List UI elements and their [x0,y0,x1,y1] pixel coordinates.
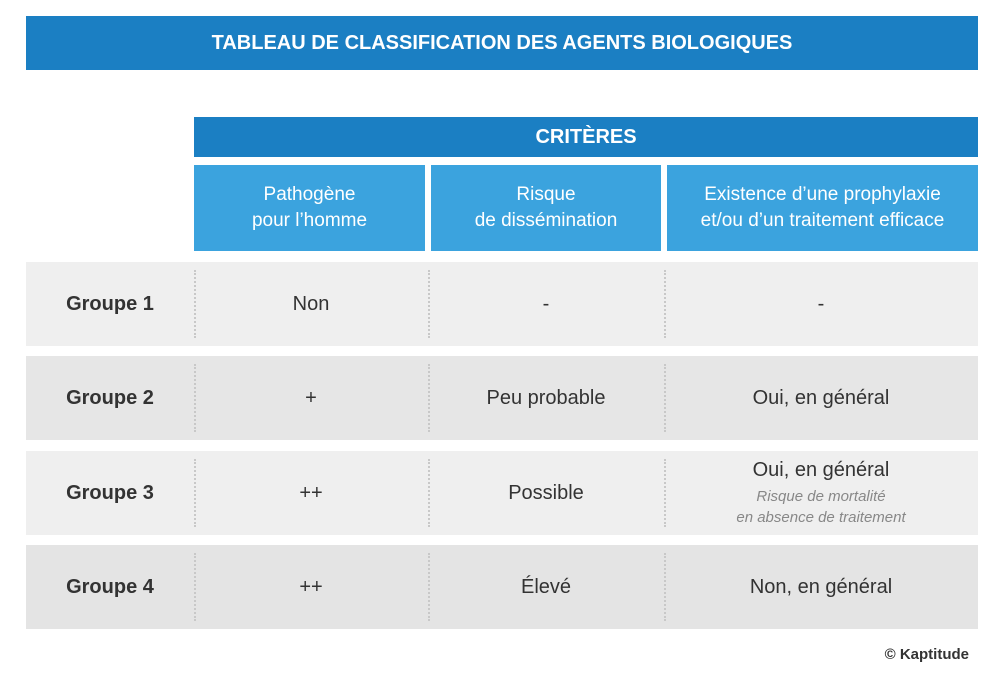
separator [194,459,196,527]
cell: - [428,262,664,346]
cell: - [664,262,978,346]
separator [428,459,430,527]
row-label: Groupe 3 [66,481,154,504]
separator [428,553,430,621]
separator [664,270,666,338]
cell-text: + [305,386,317,409]
cell-text: Oui, en général [752,458,890,481]
table-row: Groupe 4 ++ Élevé Non, en général [26,545,978,629]
cell-text: - [542,292,550,315]
header-line: et/ou d’un traitement efficace [700,210,945,231]
cell-text: Oui, en général [752,386,890,409]
cell-text: - [817,292,825,315]
header-line: Existence d’une prophylaxie [704,184,941,205]
cell-text: Possible [508,481,584,504]
table-row: Groupe 1 Non - - [26,262,978,346]
cell: Élevé [428,545,664,629]
title: TABLEAU DE CLASSIFICATION DES AGENTS BIO… [26,16,978,70]
table-row: Groupe 2 + Peu probable Oui, en général [26,356,978,440]
cell: ++ [194,451,428,535]
separator [664,553,666,621]
cell-text: Non, en général [749,575,893,598]
cell: Oui, en général Risque de mortalité en abs… [664,451,978,535]
column-header: Existence d’une prophylaxie et/ou d’un tr… [667,165,978,251]
cell: Non, en général [664,545,978,629]
header-line: de dissémination [474,210,618,231]
row-label: Groupe 2 [66,386,154,409]
separator [428,364,430,432]
row-label: Groupe 1 [66,292,154,315]
separator [194,364,196,432]
header-line: Pathogène [263,184,356,205]
row-label: Groupe 4 [66,575,154,598]
column-header: Risque de dissémination [431,165,661,251]
cell-text: Non [292,292,330,315]
separator [664,364,666,432]
cell-note: Risque de mortalité [756,487,886,505]
separator [194,553,196,621]
cell: Non [194,262,428,346]
cell-note: en absence de traitement [736,508,906,526]
cell: Possible [428,451,664,535]
cell: + [194,356,428,440]
credit: © Kaptitude [884,646,969,663]
cell-text: Élevé [520,575,572,598]
criteria-title: CRITÈRES [194,117,978,157]
separator [194,270,196,338]
cell: Peu probable [428,356,664,440]
cell: ++ [194,545,428,629]
cell-text: ++ [299,481,323,504]
separator [428,270,430,338]
column-header: Pathogène pour l’homme [194,165,425,251]
cell-text: Peu probable [486,386,606,409]
header-line: Risque [516,184,576,205]
cell: Oui, en général [664,356,978,440]
header-line: pour l’homme [251,210,368,231]
cell-text: ++ [299,575,323,598]
table-row: Groupe 3 ++ Possible Oui, en général Risque … [26,451,978,535]
separator [664,459,666,527]
